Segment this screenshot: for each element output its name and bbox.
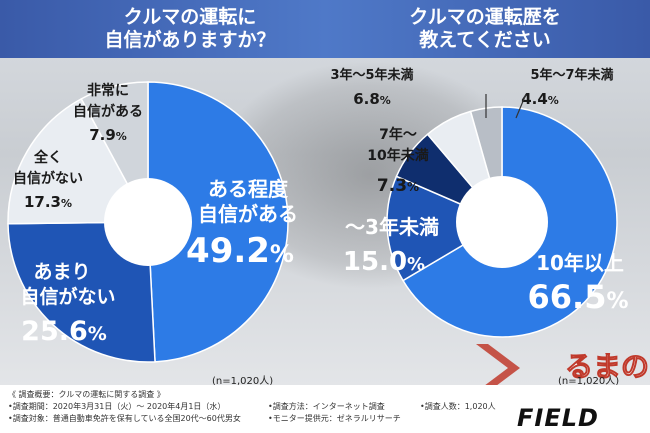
label-3-5nen-name: 3年〜5年未満 — [330, 67, 413, 83]
value-5-7nen: 4.4% — [521, 90, 559, 108]
left-chart-title: クルマの運転に 自信がありますか？ — [60, 6, 320, 52]
value-mattaku-unit: % — [61, 197, 72, 210]
right-chart-title: クルマの運転歴を 教えてください — [355, 6, 615, 52]
survey-footer: 《 調査概要：クルマの運転に関する調査 》 •調査期間：2020年3月31日（火… — [0, 385, 650, 433]
right-donut-hole — [456, 176, 548, 268]
footer-period: •調査期間：2020年3月31日（火）〜 2020年4月1日（水） — [8, 402, 226, 411]
value-aru-teido-unit: % — [270, 240, 294, 268]
value-mattaku-num: 17.3 — [24, 193, 61, 211]
value-hijo-ni: 7.9% — [89, 126, 127, 144]
right-sample-size: (n=1,020人) — [558, 376, 620, 387]
value-3-5nen-num: 6.8 — [353, 90, 380, 108]
value-amari-num: 25.6 — [21, 316, 88, 347]
label-10nen-name: 10年以上 — [536, 251, 624, 275]
value-under3-num: 15.0 — [343, 247, 407, 277]
label-3-5nen: 3年〜5年未満 6.8% — [330, 67, 413, 108]
label-amari-line2: 自信がない — [20, 285, 115, 308]
value-10nen: 66.5% — [528, 278, 629, 316]
value-10nen-num: 66.5 — [528, 278, 607, 316]
label-hijo-ni-line1: 非常に — [87, 82, 129, 99]
footer-target: •調査対象：普通自動車免許を保有している全国20代〜60代男女 — [8, 414, 241, 423]
value-under3-unit: % — [407, 254, 425, 275]
left-title-line-2: 自信がありますか？ — [104, 29, 276, 51]
label-7nen: 7年〜 10年未満 7.3% — [367, 126, 428, 196]
footer-count: •調査人数：1,020人 — [420, 402, 496, 411]
left-slice-2 — [7, 97, 150, 225]
value-hijo-ni-unit: % — [116, 130, 127, 143]
label-amari: あまり 自信がない 25.6% — [20, 261, 115, 347]
left-donut-hole — [104, 178, 192, 266]
value-7nen-unit: % — [407, 180, 419, 194]
label-10nen: 10年以上 66.5% — [528, 251, 629, 316]
label-aru-teido-line1: ある程度 — [208, 177, 289, 201]
left-sample-size: (n=1,020人) — [212, 376, 274, 387]
field-logo: FIELD — [517, 404, 599, 432]
value-5-7nen-num: 4.4 — [521, 90, 548, 108]
value-7nen-num: 7.3 — [377, 176, 407, 196]
kuruma-logo-chevron — [476, 344, 520, 392]
label-5-7nen: 5年〜7年未満 4.4% — [521, 67, 613, 108]
left-title-line-1: クルマの運転に — [123, 6, 257, 28]
right-title-line-2: 教えてください — [419, 29, 551, 51]
label-aru-teido: ある程度 自信がある 49.2% — [186, 177, 298, 271]
right-slice-1 — [386, 175, 504, 282]
label-mattaku: 全く 自信がない 17.3% — [13, 149, 83, 211]
value-aru-teido: 49.2% — [186, 231, 294, 271]
label-under3: 〜3年未満 15.0% — [343, 215, 439, 277]
label-aru-teido-line2: 自信がある — [198, 202, 298, 226]
value-amari-unit: % — [88, 323, 107, 345]
value-under3: 15.0% — [343, 247, 425, 277]
leader-line-5-7nen — [515, 93, 527, 119]
footer-heading: 《 調査概要：クルマの運転に関する調査 》 — [8, 390, 165, 399]
value-10nen-unit: % — [606, 289, 628, 314]
label-hijo-ni: 非常に 自信がある 7.9% — [73, 82, 143, 144]
value-mattaku: 17.3% — [24, 193, 72, 211]
label-7nen-line1: 7年〜 — [379, 126, 417, 143]
value-7nen: 7.3% — [377, 176, 419, 196]
value-amari: 25.6% — [21, 316, 107, 347]
label-5-7nen-name: 5年〜7年未満 — [530, 67, 613, 83]
label-7nen-line2: 10年未満 — [367, 147, 428, 164]
footer-provider: •モニター提供元：ゼネラルリサーチ — [268, 414, 401, 423]
label-amari-line1: あまり — [33, 261, 90, 283]
value-3-5nen-unit: % — [380, 94, 391, 107]
label-mattaku-line2: 自信がない — [13, 170, 83, 187]
right-title-line-1: クルマの運転歴を — [409, 6, 561, 28]
value-aru-teido-num: 49.2 — [186, 231, 270, 271]
title-band — [0, 0, 650, 58]
label-under3-name: 〜3年未満 — [345, 215, 439, 239]
footer-method: •調査方法：インターネット調査 — [268, 402, 385, 411]
value-3-5nen: 6.8% — [353, 90, 391, 108]
left-slice-1 — [7, 221, 156, 363]
value-hijo-ni-num: 7.9 — [89, 126, 116, 144]
left-slice-0 — [147, 81, 289, 363]
label-mattaku-line1: 全く — [33, 149, 62, 166]
value-5-7nen-unit: % — [548, 94, 559, 107]
kuruma-logo-mark — [476, 344, 520, 392]
kuruma-news-logo: るまの — [564, 350, 650, 384]
label-hijo-ni-line2: 自信がある — [73, 103, 143, 120]
